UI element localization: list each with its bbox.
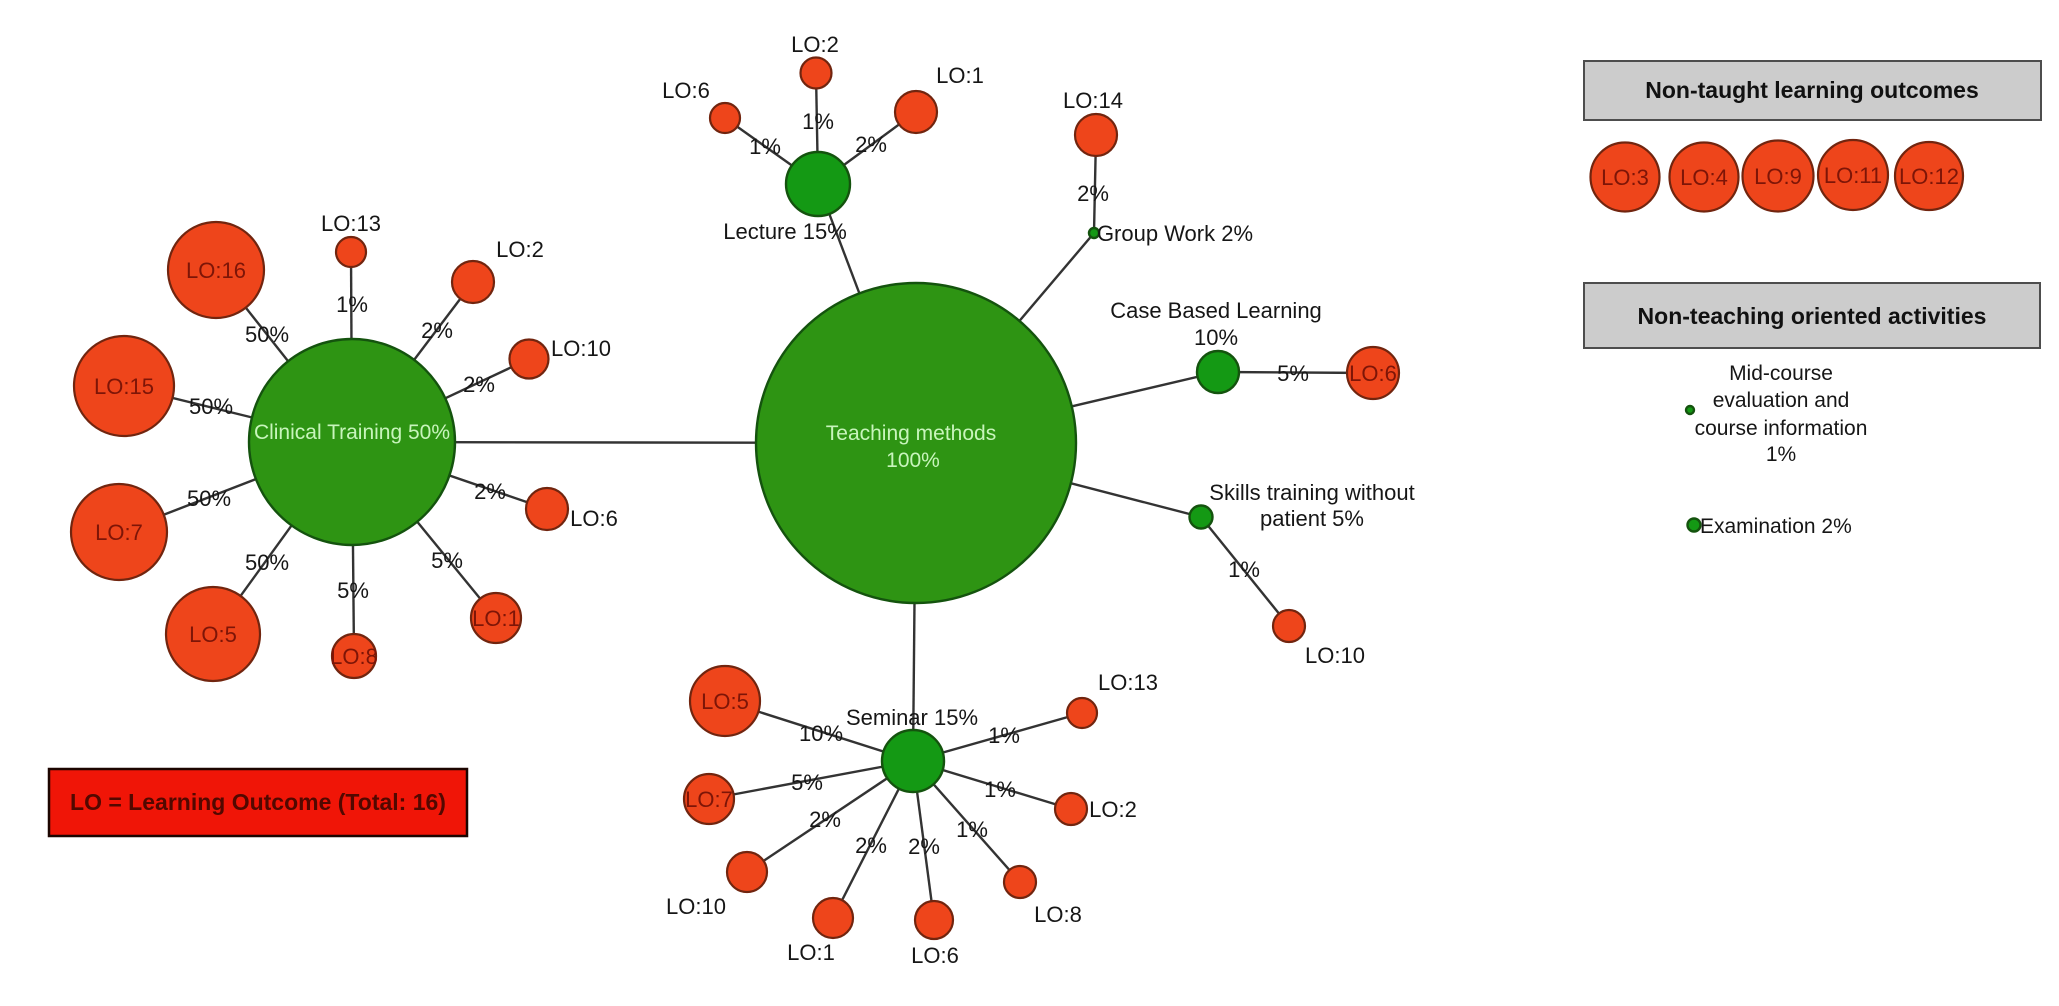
- svg-text:100%: 100%: [886, 449, 940, 472]
- svg-text:50%: 50%: [245, 322, 289, 347]
- svg-text:2%: 2%: [463, 372, 495, 397]
- svg-text:10%: 10%: [1194, 325, 1238, 350]
- svg-text:patient 5%: patient 5%: [1260, 506, 1364, 531]
- svg-text:2%: 2%: [474, 479, 506, 504]
- svg-text:LO:16: LO:16: [186, 258, 246, 283]
- svg-text:Group Work 2%: Group Work 2%: [1097, 221, 1253, 246]
- svg-text:1%: 1%: [1766, 443, 1796, 466]
- svg-text:LO:10: LO:10: [551, 336, 611, 361]
- svg-text:1%: 1%: [336, 292, 368, 317]
- svg-text:Case Based Learning: Case Based Learning: [1110, 298, 1322, 323]
- svg-text:50%: 50%: [245, 550, 289, 575]
- svg-text:evaluation and: evaluation and: [1713, 389, 1850, 412]
- svg-text:LO:6: LO:6: [911, 943, 959, 968]
- svg-text:Non-taught learning outcomes: Non-taught learning outcomes: [1645, 77, 1979, 103]
- svg-text:Mid-course: Mid-course: [1729, 362, 1833, 385]
- svg-text:Non-teaching oriented activiti: Non-teaching oriented activities: [1638, 303, 1987, 329]
- svg-text:5%: 5%: [431, 548, 463, 573]
- svg-text:1%: 1%: [984, 777, 1016, 802]
- svg-text:course information: course information: [1695, 417, 1868, 440]
- svg-text:2%: 2%: [1077, 181, 1109, 206]
- svg-text:1%: 1%: [956, 817, 988, 842]
- svg-text:LO:5: LO:5: [701, 689, 749, 714]
- svg-text:1%: 1%: [1228, 557, 1260, 582]
- svg-text:5%: 5%: [791, 770, 823, 795]
- svg-text:2%: 2%: [421, 318, 453, 343]
- svg-text:2%: 2%: [855, 833, 887, 858]
- svg-text:LO:10: LO:10: [666, 894, 726, 919]
- svg-text:LO:8: LO:8: [330, 644, 378, 669]
- svg-text:2%: 2%: [855, 132, 887, 157]
- svg-text:1%: 1%: [802, 109, 834, 134]
- svg-text:Skills training without: Skills training without: [1209, 480, 1414, 505]
- svg-text:1%: 1%: [988, 723, 1020, 748]
- svg-text:LO:2: LO:2: [791, 32, 839, 57]
- svg-text:Lecture 15%: Lecture 15%: [723, 219, 847, 244]
- svg-text:2%: 2%: [908, 834, 940, 859]
- svg-text:LO:12: LO:12: [1899, 164, 1959, 189]
- svg-text:LO:1: LO:1: [472, 606, 520, 631]
- svg-text:LO:5: LO:5: [189, 622, 237, 647]
- svg-text:Seminar 15%: Seminar 15%: [846, 705, 978, 730]
- svg-text:10%: 10%: [799, 721, 843, 746]
- svg-text:LO:2: LO:2: [496, 237, 544, 262]
- svg-text:LO:1: LO:1: [787, 940, 835, 965]
- svg-text:LO:11: LO:11: [1824, 163, 1882, 188]
- svg-text:LO:10: LO:10: [1305, 643, 1365, 668]
- svg-text:LO:3: LO:3: [1601, 165, 1649, 190]
- svg-text:Examination 2%: Examination 2%: [1700, 515, 1852, 538]
- svg-text:LO:13: LO:13: [321, 211, 381, 236]
- svg-text:LO:2: LO:2: [1089, 797, 1137, 822]
- svg-text:LO:9: LO:9: [1754, 164, 1802, 189]
- svg-text:5%: 5%: [1277, 361, 1309, 386]
- svg-text:2%: 2%: [809, 807, 841, 832]
- svg-text:LO = Learning Outcome (Total:: LO = Learning Outcome (Total: 16): [70, 789, 446, 815]
- svg-text:5%: 5%: [337, 578, 369, 603]
- svg-text:LO:15: LO:15: [94, 374, 154, 399]
- svg-text:LO:7: LO:7: [685, 787, 733, 812]
- svg-text:1%: 1%: [749, 134, 781, 159]
- svg-text:LO:6: LO:6: [1349, 361, 1397, 386]
- svg-text:LO:6: LO:6: [570, 506, 618, 531]
- svg-text:50%: 50%: [189, 394, 233, 419]
- svg-text:LO:8: LO:8: [1034, 902, 1082, 927]
- svg-text:Teaching methods: Teaching methods: [826, 422, 996, 445]
- svg-text:LO:7: LO:7: [95, 520, 143, 545]
- svg-text:Clinical Training 50%: Clinical Training 50%: [254, 421, 450, 444]
- svg-text:LO:13: LO:13: [1098, 670, 1158, 695]
- svg-text:LO:14: LO:14: [1063, 88, 1123, 113]
- svg-text:LO:1: LO:1: [936, 63, 984, 88]
- svg-text:LO:4: LO:4: [1680, 165, 1728, 190]
- svg-text:50%: 50%: [187, 486, 231, 511]
- svg-text:LO:6: LO:6: [662, 78, 710, 103]
